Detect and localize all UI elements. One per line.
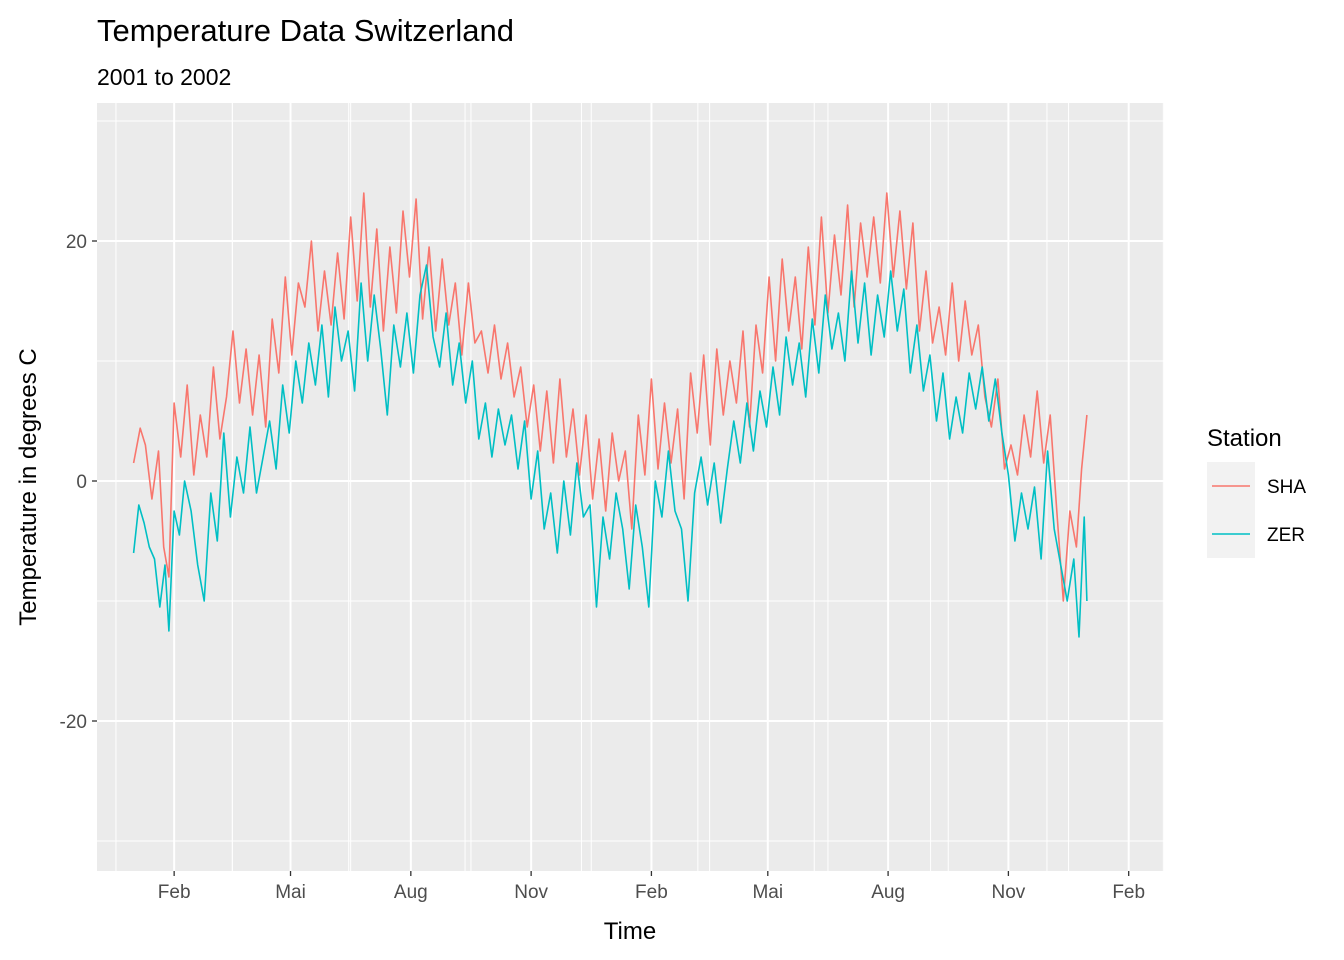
chart-subtitle: 2001 to 2002 — [97, 64, 231, 90]
x-tick-label: Feb — [1112, 882, 1145, 903]
y-tick-label: -20 — [60, 712, 87, 733]
legend-title: Station — [1207, 425, 1282, 452]
x-tick-label: Nov — [991, 882, 1025, 903]
x-tick-label: Mai — [275, 882, 306, 903]
x-tick-label: Nov — [514, 882, 548, 903]
grid-major — [97, 103, 1164, 871]
legend: Station SHA ZER — [1207, 425, 1306, 558]
x-tick-label: Feb — [635, 882, 668, 903]
x-tick-label: Aug — [871, 882, 905, 903]
x-axis: Feb Mai Aug Nov Feb Mai Aug Nov Feb — [158, 871, 1145, 903]
x-tick-label: Mai — [752, 882, 783, 903]
series-layer — [132, 192, 1088, 638]
y-tick-label: 20 — [66, 232, 87, 253]
x-axis-title: Time — [604, 918, 656, 945]
y-tick-label: 0 — [76, 472, 87, 493]
plot-panel — [97, 103, 1164, 871]
y-axis: -20 0 20 — [60, 232, 97, 733]
legend-items: SHA ZER — [1207, 462, 1306, 558]
y-axis-title: Temperature in degrees C — [15, 348, 42, 625]
chart-title: Temperature Data Switzerland — [97, 13, 514, 48]
legend-label-zer: ZER — [1267, 525, 1305, 546]
legend-label-sha: SHA — [1267, 477, 1306, 498]
grid-minor — [97, 103, 1164, 871]
series-line-zer — [132, 264, 1088, 638]
x-tick-label: Aug — [394, 882, 428, 903]
x-tick-label: Feb — [158, 882, 191, 903]
series-line-sha — [132, 192, 1088, 602]
